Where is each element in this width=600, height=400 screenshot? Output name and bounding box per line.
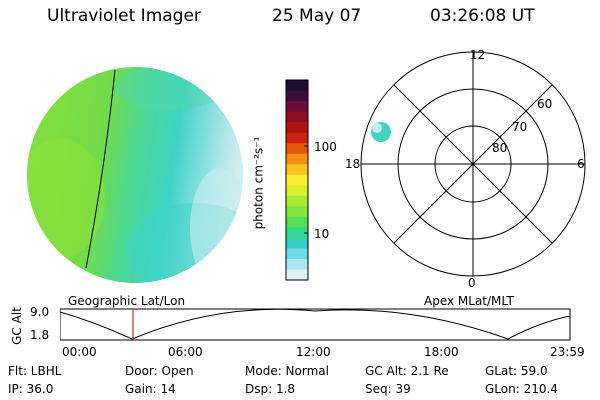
- colorbar-strip: [286, 80, 308, 92]
- colorbar-strip: [286, 153, 308, 165]
- colorbar-strip: [286, 206, 308, 218]
- y-tick-9: 9.0: [30, 305, 50, 319]
- colorbar-tick-100: 100: [314, 140, 337, 154]
- polar-plot: [360, 51, 586, 277]
- gc-alt-axis-label: GC Alt: [9, 307, 24, 345]
- altitude-curve: [60, 308, 571, 340]
- colorbar: [285, 79, 309, 281]
- x-tick-0000: 00:00: [62, 345, 97, 359]
- colorbar-strip: [286, 111, 308, 123]
- colorbar-strip: [286, 216, 308, 228]
- gc-altitude: GC Alt: 2.1 Re: [365, 364, 449, 378]
- colorbar-strip: [286, 174, 308, 186]
- x-tick-1800: 18:00: [424, 345, 459, 359]
- altitude-timeline: [60, 308, 571, 341]
- mlt-label-18: 18: [345, 157, 361, 171]
- lat-label-80: 80: [492, 141, 508, 155]
- colorbar-strip: [286, 269, 308, 281]
- y-tick-1-8: 1.8: [30, 328, 50, 342]
- colorbar-strip: [286, 143, 308, 155]
- app-title: Ultraviolet Imager: [47, 6, 201, 26]
- time-label: 03:26:08 UT: [430, 6, 535, 26]
- gain-value: Gain: 14: [125, 382, 176, 396]
- colorbar-strip: [286, 237, 308, 250]
- colorbar-strip: [286, 227, 308, 239]
- colorbar-strip: [286, 122, 308, 134]
- mlt-label-0: 0: [468, 276, 476, 290]
- mlt-label-6: 6: [577, 157, 585, 171]
- colorbar-strip: [286, 164, 308, 176]
- apex-label: Apex MLat/MLT: [424, 294, 514, 308]
- colorbar-strip: [286, 258, 308, 271]
- mode-status: Mode: Normal: [245, 364, 329, 378]
- uv-earth-image: [27, 67, 243, 283]
- geographic-label: Geographic Lat/Lon: [68, 294, 186, 308]
- lat-label-70: 70: [512, 120, 528, 134]
- x-tick-0600: 06:00: [168, 345, 203, 359]
- colorbar-strip: [286, 132, 308, 144]
- date-label: 25 May 07: [272, 6, 362, 26]
- colorbar-strip: [286, 195, 308, 207]
- door-status: Door: Open: [125, 364, 194, 378]
- colorbar-strip: [286, 185, 308, 197]
- ip-value: IP: 36.0: [8, 382, 54, 396]
- x-tick-2359: 23:59: [550, 345, 585, 359]
- mlt-label-12: 12: [470, 48, 486, 62]
- sequence-value: Seq: 39: [365, 382, 411, 396]
- flight-filter: Flt: LBHL: [8, 364, 62, 378]
- lat-label-60: 60: [537, 97, 553, 111]
- colorbar-strip: [286, 248, 308, 260]
- colorbar-unit-label: photon cm⁻²s⁻¹: [251, 136, 266, 230]
- terminator-line: [85, 69, 116, 269]
- geo-latitude: GLat: 59.0: [485, 364, 548, 378]
- dsp-value: Dsp: 1.8: [245, 382, 296, 396]
- colorbar-strip: [286, 101, 308, 113]
- x-tick-1200: 12:00: [296, 345, 331, 359]
- colorbar-strip: [286, 90, 308, 102]
- colorbar-tick-10: 10: [314, 227, 330, 241]
- geo-longitude: GLon: 210.4: [485, 382, 558, 396]
